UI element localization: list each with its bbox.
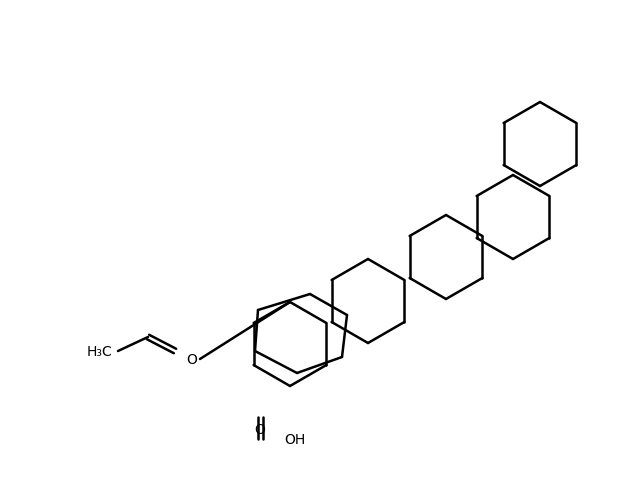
Text: O: O (255, 422, 266, 436)
Text: H₃C: H₃C (87, 344, 113, 358)
Text: OH: OH (284, 432, 306, 446)
Text: O: O (187, 352, 197, 366)
